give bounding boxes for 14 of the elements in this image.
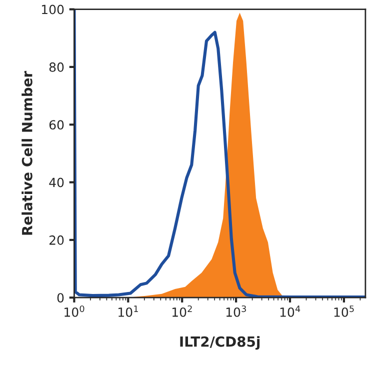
y-tick-label: 80	[49, 62, 64, 72]
y-tick-label: 40	[49, 178, 64, 188]
x-tick-label: 10$^{4}$	[280, 306, 300, 317]
x-tick-label: 10$^{0}$	[64, 305, 84, 317]
x-tick-label: 10$^{2}$	[172, 305, 192, 317]
x-tick-label: 10$^{3}$	[226, 305, 246, 317]
y-tick-label: 60	[49, 120, 64, 130]
x-tick-label: 10$^{5}$	[334, 306, 354, 317]
y-tick-label: 20	[49, 235, 64, 245]
x-tick-label: 10$^{1}$	[118, 306, 138, 317]
y-tick-label: 0	[57, 293, 64, 303]
x-axis-title: ILT2/CD85j	[180, 336, 260, 350]
y-axis-title: Relative Cell Number	[22, 70, 32, 235]
y-tick-label: 100	[42, 4, 64, 14]
